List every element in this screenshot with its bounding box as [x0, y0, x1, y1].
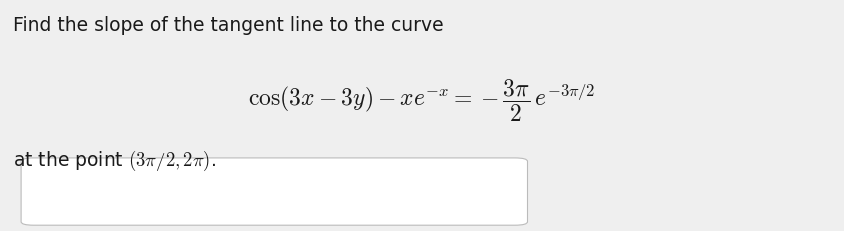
Text: at the point $(3\pi/2, 2\pi)$.: at the point $(3\pi/2, 2\pi)$. — [13, 148, 216, 172]
FancyBboxPatch shape — [21, 158, 528, 225]
Text: $\mathrm{cos}(3x - 3y) - xe^{-x} = -\dfrac{3\pi}{2}\,e^{-3\pi/2}$: $\mathrm{cos}(3x - 3y) - xe^{-x} = -\dfr… — [248, 77, 596, 124]
Text: Find the slope of the tangent line to the curve: Find the slope of the tangent line to th… — [13, 16, 443, 35]
